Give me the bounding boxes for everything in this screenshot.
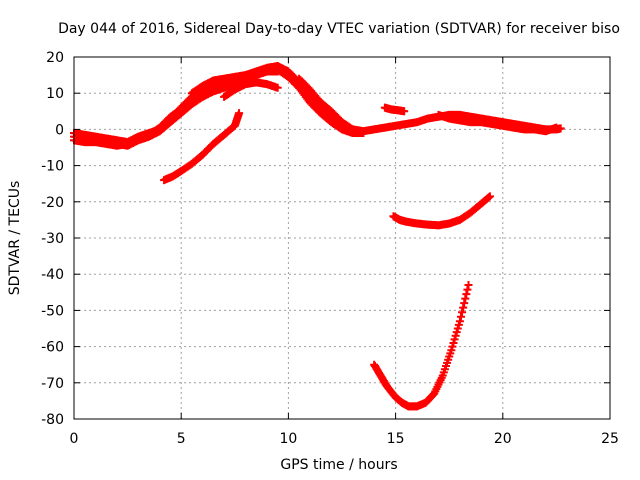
data-point — [359, 129, 368, 138]
series-track-06 — [295, 74, 357, 134]
y-tick-label: -20 — [41, 195, 64, 211]
data-point — [552, 123, 561, 132]
y-tick-label: -60 — [41, 340, 64, 356]
data-layer — [70, 62, 565, 411]
y-tick-label: -50 — [41, 303, 64, 319]
y-axis-label: SDTVAR / TECUs — [7, 181, 23, 296]
y-tick-label: -40 — [41, 267, 64, 283]
data-point — [273, 83, 282, 92]
series-track-10 — [389, 192, 494, 230]
x-tick-label: 10 — [279, 431, 297, 447]
x-tick-label: 0 — [70, 431, 79, 447]
data-point — [485, 192, 494, 201]
axes-layer: 0 5 10 15 20 25 20 10 0 -10 -20 -30 -40 -50 -60 -70 -80 — [41, 50, 619, 447]
data-point — [462, 290, 471, 299]
y-tick-label: 20 — [46, 50, 64, 66]
series-track-03 — [70, 80, 229, 150]
x-tick-label: 15 — [387, 431, 405, 447]
data-point — [464, 281, 473, 290]
data-point — [348, 125, 357, 134]
data-point — [463, 285, 472, 294]
y-tick-label: 0 — [55, 122, 64, 138]
grid-layer — [74, 57, 610, 419]
data-point — [235, 109, 244, 118]
x-tick-label: 25 — [601, 431, 619, 447]
data-point — [400, 107, 409, 116]
series-track-08 — [380, 103, 409, 116]
series-track-09 — [160, 109, 244, 185]
y-tick-label: -70 — [41, 376, 64, 392]
x-tick-label: 5 — [177, 431, 186, 447]
y-tick-label: -10 — [41, 159, 64, 175]
y-tick-label: 10 — [46, 86, 64, 102]
chart-title: Day 044 of 2016, Sidereal Day-to-day VTE… — [58, 21, 620, 37]
series-track-05 — [220, 78, 282, 101]
x-axis-label: GPS time / hours — [280, 457, 397, 473]
data-point — [455, 317, 464, 326]
y-tick-label: -80 — [41, 412, 64, 428]
series-track-07 — [434, 110, 561, 136]
series-track-11 — [370, 281, 473, 411]
y-tick-label: -30 — [41, 231, 64, 247]
data-point — [459, 303, 468, 312]
x-tick-label: 20 — [494, 431, 512, 447]
data-point — [460, 299, 469, 308]
data-point — [458, 308, 467, 317]
data-point — [456, 312, 465, 321]
series-track-04 — [187, 67, 282, 98]
data-point — [461, 294, 470, 303]
data-point — [273, 67, 282, 76]
